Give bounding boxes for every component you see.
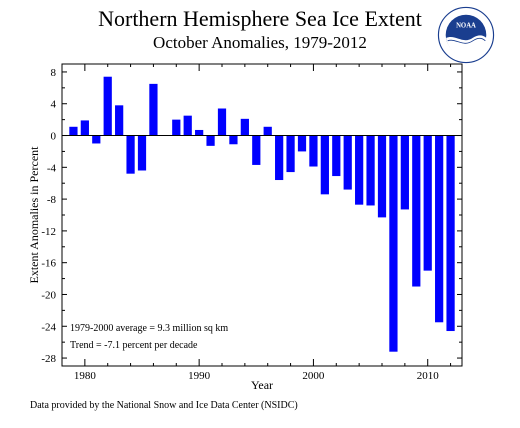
y-tick-label: 8 bbox=[51, 67, 57, 79]
annotation-trend: Trend = -7.1 percent per decade bbox=[70, 340, 198, 351]
noaa-logo: NOAA bbox=[437, 6, 495, 64]
bar-1989 bbox=[183, 115, 192, 136]
bar-2009 bbox=[412, 135, 421, 287]
y-tick-label: -12 bbox=[41, 226, 56, 238]
bar-1995 bbox=[252, 135, 261, 165]
bar-1994 bbox=[240, 118, 249, 136]
bar-1991 bbox=[206, 135, 215, 146]
x-tick-label: 1980 bbox=[74, 370, 97, 382]
annotation-average: 1979-2000 average = 9.3 million sq km bbox=[70, 323, 228, 334]
bar-2000 bbox=[309, 135, 318, 167]
bar-2010 bbox=[423, 135, 432, 271]
x-tick-label: 2000 bbox=[302, 370, 325, 382]
data-credit: Data provided by the National Snow and I… bbox=[30, 400, 298, 411]
bar-2011 bbox=[435, 135, 444, 323]
y-tick-label: 0 bbox=[51, 131, 57, 143]
bar-2012 bbox=[446, 135, 455, 332]
bar-1985 bbox=[137, 135, 147, 171]
y-tick-label: -16 bbox=[41, 258, 56, 270]
bar-2006 bbox=[377, 135, 387, 218]
chart-subtitle: October Anomalies, 1979-2012 bbox=[153, 33, 367, 52]
bar-1997 bbox=[275, 135, 284, 181]
chart-title: Northern Hemisphere Sea Ice Extent bbox=[98, 6, 422, 31]
bar-2003 bbox=[343, 135, 352, 190]
x-axis-label: Year bbox=[251, 378, 273, 392]
y-tick-label: -28 bbox=[41, 353, 56, 365]
bar-1980 bbox=[80, 120, 89, 136]
bar-1979 bbox=[69, 126, 78, 136]
bar-2001 bbox=[320, 135, 329, 195]
y-axis-ticks: 8 4 0 -4 -8 -12 -16 -20 -24 -28 bbox=[41, 67, 462, 365]
x-tick-label: 1990 bbox=[188, 370, 211, 382]
logo-wave bbox=[446, 35, 487, 57]
y-tick-label: -8 bbox=[47, 194, 57, 206]
bar-1981 bbox=[92, 135, 101, 144]
bar-1986 bbox=[149, 83, 158, 136]
y-tick-label: 4 bbox=[51, 99, 57, 111]
bar-1983 bbox=[115, 105, 124, 136]
y-tick-label: -24 bbox=[41, 321, 56, 333]
bar-1984 bbox=[126, 135, 135, 174]
bar-1998 bbox=[286, 135, 295, 173]
y-tick-label: -4 bbox=[47, 162, 57, 174]
bar-2002 bbox=[332, 135, 341, 177]
logo-label: NOAA bbox=[456, 22, 476, 29]
x-tick-label: 2010 bbox=[417, 370, 440, 382]
bar-1993 bbox=[229, 135, 238, 145]
logo-wave-line bbox=[447, 37, 486, 44]
bar-1992 bbox=[217, 108, 227, 136]
bar-2005 bbox=[366, 135, 375, 206]
bar-2007 bbox=[389, 135, 398, 352]
bar-group bbox=[69, 76, 455, 352]
bar-1999 bbox=[297, 135, 307, 152]
bar-1988 bbox=[172, 119, 181, 136]
bar-1990 bbox=[195, 129, 204, 136]
bar-2004 bbox=[355, 135, 364, 205]
x-axis-ticks: 1980 1990 2000 2010 bbox=[61, 64, 452, 382]
bar-1982 bbox=[103, 76, 112, 136]
bar-2008 bbox=[400, 135, 409, 210]
y-axis-label: Extent Anomalies in Percent bbox=[27, 146, 41, 284]
y-tick-label: -20 bbox=[41, 289, 56, 301]
bar-1996 bbox=[263, 126, 272, 136]
